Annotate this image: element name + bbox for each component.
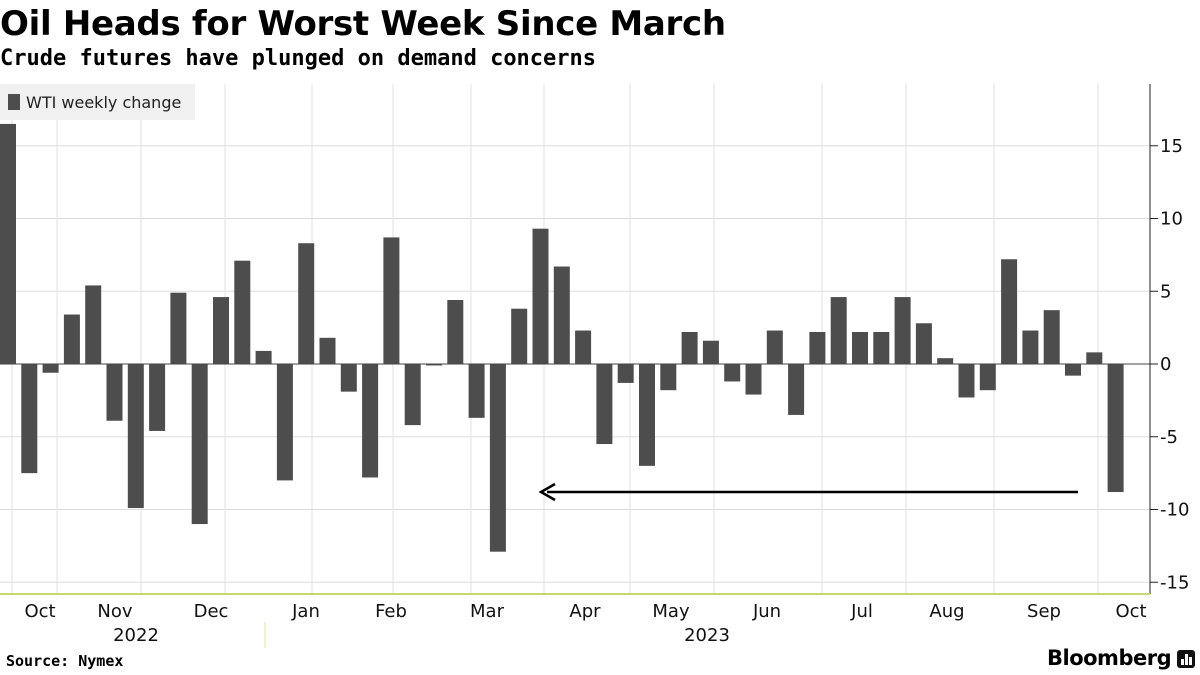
- bar: [255, 350, 272, 364]
- bar: [702, 340, 719, 364]
- bar: [553, 266, 570, 364]
- y-tick-label: 10: [1160, 209, 1183, 230]
- brand-logo: Bloomberg: [1047, 646, 1172, 670]
- x-month-label: Jan: [291, 601, 320, 622]
- bar: [489, 364, 506, 552]
- bar: [617, 364, 634, 383]
- source-note: Source: Nymex: [6, 652, 124, 670]
- bar: [575, 330, 592, 364]
- axes: 15 10 5 0 -5 -10 -15 Oct Nov Dec Jan Feb Mar Apr May Ju…: [0, 84, 1189, 648]
- bar: [915, 323, 932, 364]
- bar: [213, 297, 229, 364]
- legend: WTI weekly change: [0, 84, 195, 120]
- bar: [127, 364, 144, 509]
- x-month-label: Jul: [850, 601, 873, 622]
- x-month-label: Mar: [470, 601, 505, 622]
- x-year-label: 2023: [684, 625, 730, 646]
- bar: [63, 314, 80, 364]
- bar: [149, 364, 166, 431]
- bar: [276, 364, 293, 481]
- x-month-label: Jun: [752, 601, 781, 622]
- x-month-label: Oct: [24, 601, 55, 622]
- bar: [639, 364, 655, 466]
- bar: [596, 364, 613, 445]
- bar: [298, 243, 315, 364]
- bar: [21, 364, 38, 474]
- bar: [191, 364, 208, 525]
- x-month-label: Dec: [194, 601, 229, 622]
- x-month-label: Aug: [929, 601, 964, 622]
- bar: [0, 123, 16, 364]
- chart-title: Oil Heads for Worst Week Since March: [0, 4, 726, 44]
- legend-label: WTI weekly change: [26, 93, 181, 112]
- bar: [681, 331, 698, 364]
- y-tick-label: 0: [1160, 354, 1171, 375]
- bar: [362, 364, 379, 478]
- x-month-label: Oct: [1115, 601, 1146, 622]
- y-tick-label: -10: [1160, 500, 1189, 521]
- bar: [383, 237, 400, 364]
- bar: [511, 308, 528, 364]
- bar: [447, 299, 464, 364]
- bar: [426, 364, 442, 366]
- bar: [894, 297, 911, 364]
- x-month-label: Nov: [97, 601, 132, 622]
- bar: [85, 285, 102, 364]
- bar: [1086, 352, 1103, 364]
- bar: [809, 331, 826, 364]
- x-month-label: Apr: [569, 601, 601, 622]
- bar: [979, 364, 996, 391]
- bar: [873, 331, 890, 364]
- bar: [170, 292, 187, 364]
- x-month-label: Sep: [1027, 601, 1061, 622]
- legend-box: [0, 84, 195, 120]
- bar: [788, 364, 805, 415]
- bloomberg-bars-icon: [1177, 650, 1195, 668]
- bar: [340, 364, 357, 392]
- bar: [1107, 364, 1124, 493]
- bar: [404, 364, 421, 426]
- bar: [745, 364, 762, 395]
- bar: [532, 228, 549, 364]
- bar: [937, 358, 954, 364]
- bar: [1001, 259, 1018, 364]
- chart-subtitle: Crude futures have plunged on demand con…: [0, 46, 597, 71]
- annotations: [538, 482, 1078, 502]
- y-tick-label: 5: [1160, 281, 1171, 302]
- bar: [468, 364, 485, 418]
- bar: [830, 297, 847, 364]
- bars: [0, 123, 1124, 552]
- bar: [106, 364, 123, 421]
- y-tick-label: -5: [1160, 427, 1178, 448]
- bar: [1022, 330, 1039, 364]
- bar: [1065, 364, 1081, 376]
- bar: [958, 364, 975, 398]
- bar: [234, 260, 251, 364]
- legend-swatch: [8, 94, 20, 110]
- bar: [319, 337, 336, 364]
- annotation-arrow-head: [538, 482, 556, 502]
- y-tick-label: -15: [1160, 572, 1189, 593]
- bar: [660, 364, 677, 391]
- y-tick-label: 15: [1160, 136, 1183, 157]
- bar: [724, 364, 741, 382]
- bar: [766, 330, 783, 364]
- bar: [852, 331, 868, 364]
- x-month-label: May: [652, 601, 690, 622]
- bar: [42, 364, 59, 373]
- x-year-label: 2022: [113, 625, 159, 646]
- bar: [1043, 310, 1060, 364]
- x-month-label: Feb: [375, 601, 407, 622]
